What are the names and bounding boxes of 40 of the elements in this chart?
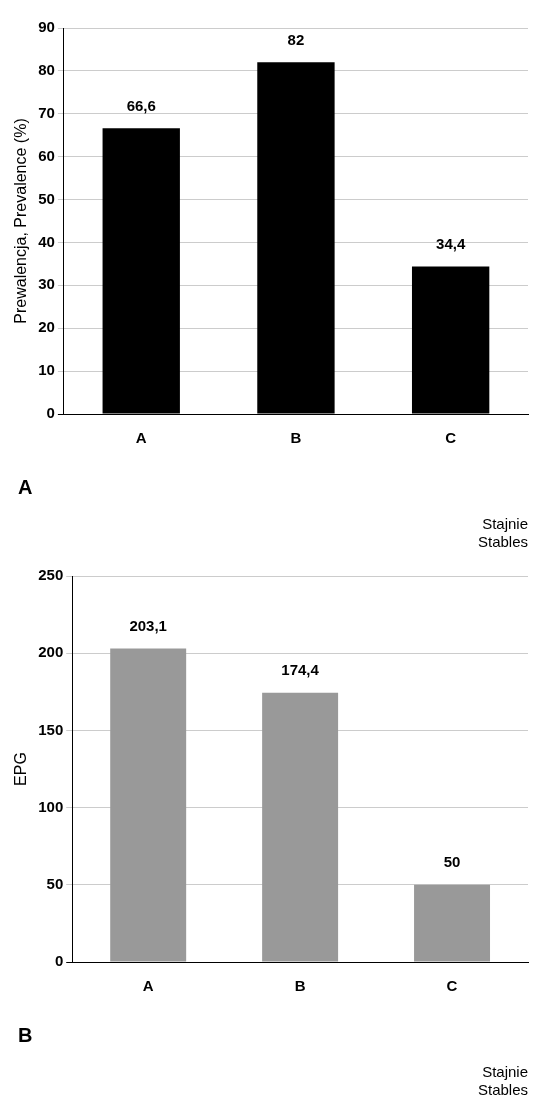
y-tick-label: 0 (54, 952, 64, 970)
x-axis-title: Stajnie Stables (477, 1063, 528, 1099)
bar (414, 884, 491, 962)
y-axis-title: EPG (12, 752, 30, 786)
y-tick-label: 40 (38, 232, 55, 250)
y-tick-label: 60 (38, 146, 55, 164)
y-tick-label: 30 (38, 275, 55, 293)
data-label: 34,4 (436, 235, 466, 253)
data-label: 203,1 (129, 617, 167, 635)
x-axis-title: Stajnie Stables (477, 515, 528, 551)
y-tick-label: 100 (38, 797, 64, 815)
y-tick-label: 90 (38, 18, 55, 36)
y-tick-label: 250 (38, 566, 64, 584)
y-tick-label: 0 (46, 404, 55, 422)
x-tick-label: C (445, 429, 457, 447)
data-label: 82 (287, 30, 305, 48)
y-tick-label: 20 (38, 318, 55, 336)
text: A (18, 476, 33, 498)
y-tick-label: 50 (46, 874, 64, 892)
y-tick-label: 200 (38, 643, 64, 661)
bar (411, 266, 490, 414)
y-tick-label: 80 (38, 61, 55, 79)
y-tick-label: 70 (38, 103, 55, 121)
x-tick-label: A (135, 429, 147, 447)
x-tick-label: B (294, 977, 306, 995)
y-tick-label: 50 (38, 189, 55, 207)
y-axis-title: Prewalencja, Prevalence (%) (12, 118, 30, 324)
x-tick-label: B (290, 429, 302, 447)
bar (102, 128, 180, 414)
data-label: 174,4 (281, 661, 320, 679)
data-label: 66,6 (126, 97, 156, 114)
data-label: 50 (443, 853, 461, 871)
x-tick-label: A (142, 977, 154, 995)
y-tick-label: 10 (38, 361, 55, 379)
bar (262, 692, 339, 962)
x-tick-label: C (446, 977, 458, 995)
bar (257, 62, 335, 414)
text: B (18, 1024, 33, 1046)
bar (110, 648, 187, 962)
y-tick-label: 150 (38, 720, 64, 738)
